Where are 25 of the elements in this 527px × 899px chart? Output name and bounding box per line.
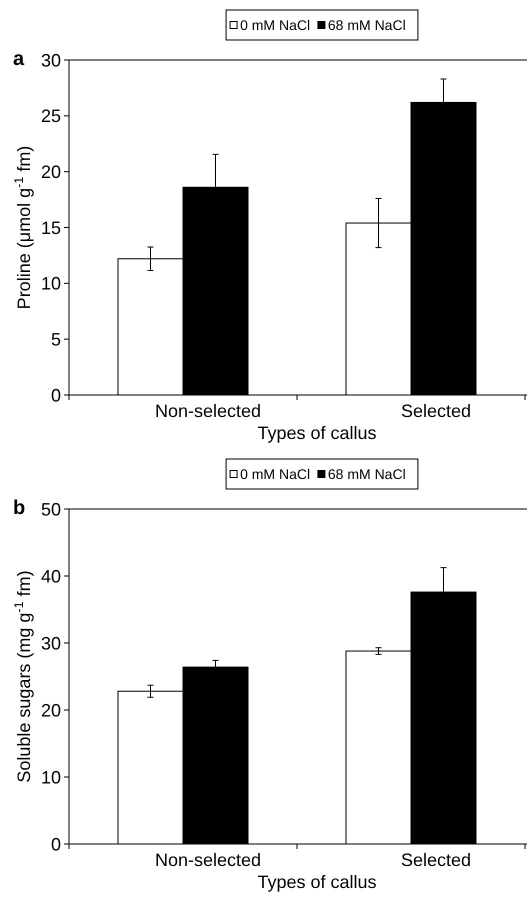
legend-label: 68 mM NaCl (328, 466, 406, 482)
x-tick-label: Non-selected (154, 850, 262, 870)
x-tick-label: Selected (400, 850, 472, 870)
y-tick-label: 30 (40, 50, 61, 70)
y-tick-label: 25 (40, 106, 61, 126)
y-tick-label: 10 (40, 767, 61, 788)
y-tick-label: 50 (40, 499, 61, 520)
y-tick-label: 0 (50, 834, 61, 854)
x-tick-label: Selected (400, 401, 472, 421)
legend-label: 0 mM NaCl (240, 466, 310, 482)
y-tick-label: 30 (40, 633, 61, 654)
y-tick-label: 0 (50, 385, 61, 406)
legend-label: 0 mM NaCl (240, 16, 310, 33)
y-tick-label: 20 (40, 700, 61, 720)
x-axis-title: Types of callus (257, 872, 377, 892)
x-tick-label: Non-selected (154, 401, 262, 421)
chart-title: b (13, 497, 26, 519)
y-tick-label: 5 (50, 329, 61, 350)
chart-title: a (13, 48, 25, 70)
y-tick-label: 15 (40, 218, 61, 238)
legend-label: 68 mM NaCl (328, 16, 406, 33)
x-axis-title: Types of callus (257, 423, 377, 443)
y-tick-label: 10 (40, 274, 61, 294)
y-tick-label: 40 (40, 566, 61, 586)
y-tick-label: 20 (40, 162, 61, 182)
